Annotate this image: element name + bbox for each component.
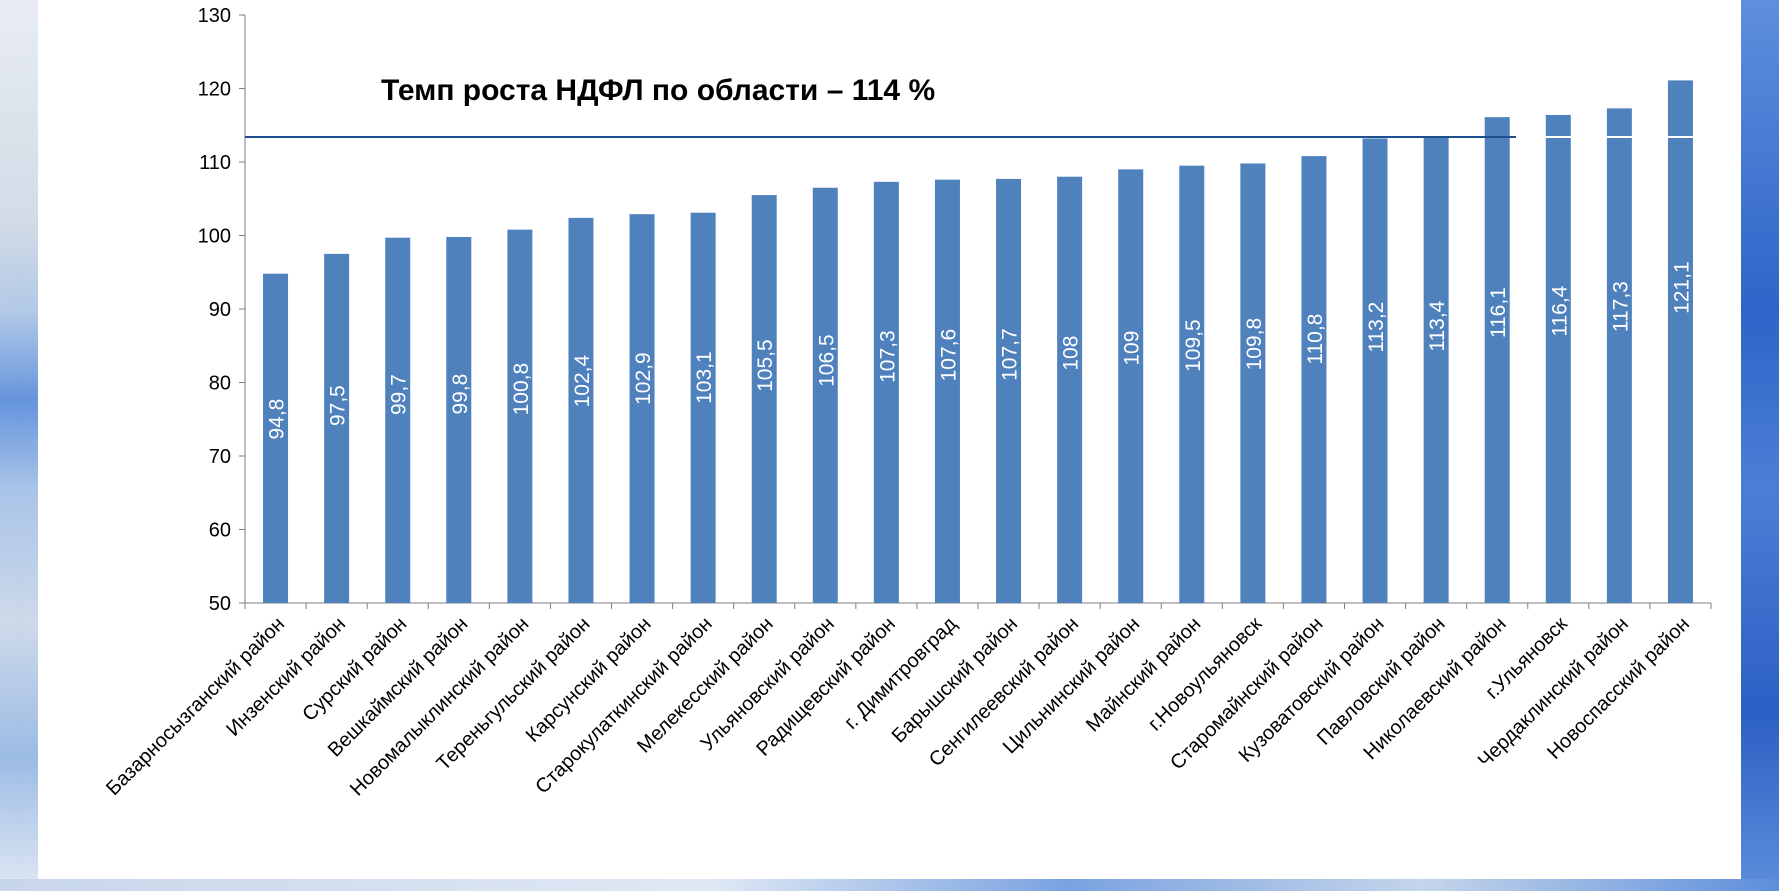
y-tick-label: 100 [198, 226, 231, 248]
data-label: 99,8 [449, 374, 472, 415]
bar [324, 253, 350, 603]
data-label: 109 [1121, 331, 1144, 366]
data-label: 105,5 [754, 339, 777, 392]
data-label: 106,5 [815, 334, 838, 387]
bar [263, 273, 289, 603]
bar [934, 179, 960, 603]
bar [507, 229, 533, 603]
data-label: 113,2 [1365, 302, 1388, 353]
data-labels: 94,8 97,5 99,7 99,8 100,8 102,4 102,9 103,1 105,… [266, 261, 1694, 439]
bar [385, 237, 411, 603]
data-label: 107,3 [876, 330, 899, 383]
data-label: 117,3 [1609, 281, 1632, 332]
data-label: 109,8 [1243, 318, 1266, 371]
bar [1179, 165, 1205, 604]
bar [1362, 138, 1388, 604]
bar [568, 217, 594, 604]
bar [446, 236, 472, 603]
data-label: 116,1 [1487, 287, 1510, 338]
category-label: г. Димитровград [840, 613, 961, 734]
data-label: 107,6 [937, 329, 960, 382]
y-tick-label: 60 [209, 520, 231, 542]
y-tick-label: 70 [209, 446, 231, 468]
chart-panel: 50 60 70 80 90 100 110 120 130 94,8 97,5 99,7 99,8 1… [38, 0, 1741, 879]
data-label: 102,9 [632, 352, 655, 405]
data-label: 116,4 [1548, 285, 1571, 336]
bar [629, 214, 655, 603]
data-label: 99,7 [388, 374, 411, 415]
y-tick-label: 120 [198, 79, 231, 101]
category-label: Сурский район [298, 613, 411, 726]
y-tick-label: 50 [209, 593, 231, 615]
data-label: 109,5 [1182, 319, 1205, 372]
bar [1484, 117, 1510, 603]
bar [1667, 80, 1693, 604]
data-label: 113,4 [1426, 300, 1449, 351]
data-label: 97,5 [327, 385, 350, 426]
data-label: 94,8 [266, 399, 289, 440]
data-label: 102,4 [571, 355, 594, 408]
y-axis: 50 60 70 80 90 100 110 120 130 [198, 5, 246, 615]
y-tick-label: 80 [209, 373, 231, 395]
data-label: 100,8 [510, 363, 533, 416]
bar [1118, 169, 1144, 603]
bar-series [263, 80, 1693, 604]
y-tick-label: 130 [198, 5, 231, 27]
category-label: Майнский район [1082, 613, 1205, 736]
y-tick-label: 110 [199, 152, 231, 174]
data-label: 108 [1060, 336, 1083, 371]
background-left-decoration [0, 0, 38, 891]
background-right-decoration [1741, 0, 1779, 891]
bar [1606, 108, 1632, 603]
bar [751, 195, 777, 603]
bar [1545, 114, 1571, 604]
bar [1240, 163, 1266, 603]
bar [812, 187, 838, 603]
data-label: 107,7 [999, 328, 1022, 381]
x-axis [244, 602, 1712, 609]
data-label: 110,8 [1304, 314, 1327, 365]
bar [996, 178, 1022, 603]
background-bottom-decoration [0, 879, 1779, 891]
bar-chart: 50 60 70 80 90 100 110 120 130 94,8 97,5 99,7 99,8 1… [102, 5, 1712, 801]
bar [1057, 176, 1083, 603]
bar [690, 212, 716, 603]
bar [1423, 137, 1449, 603]
reference-line-label: Темп роста НДФЛ по области – 114 % [381, 74, 936, 107]
category-label: г.Новоульяновск [1144, 613, 1267, 736]
data-label: 103,1 [693, 351, 716, 404]
data-label: 121,1 [1670, 261, 1693, 314]
bar [873, 181, 899, 603]
y-tick-label: 90 [209, 299, 231, 321]
bar [1301, 156, 1327, 603]
